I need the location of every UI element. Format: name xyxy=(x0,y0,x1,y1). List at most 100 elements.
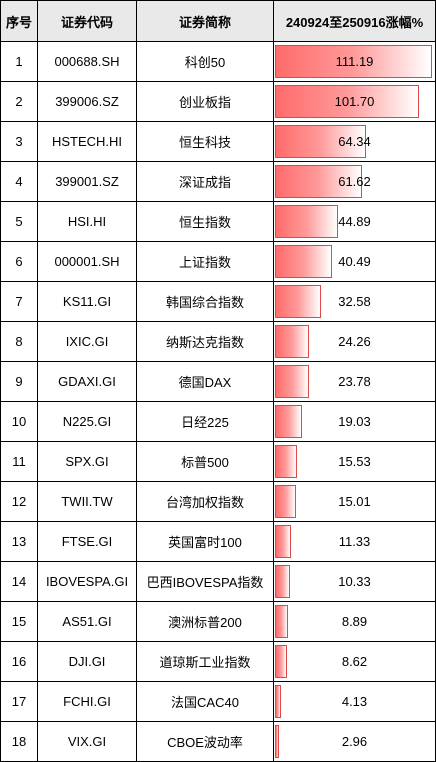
cell-name: 日经225 xyxy=(136,401,274,442)
cell-change: 101.70 xyxy=(273,81,436,122)
change-value: 4.13 xyxy=(341,694,368,709)
change-value: 64.34 xyxy=(338,134,371,149)
table-row: 16 DJI.GI 道琼斯工业指数 8.62 xyxy=(0,641,436,682)
table-row: 17 FCHI.GI 法国CAC40 4.13 xyxy=(0,681,436,722)
header-code: 证券代码 xyxy=(37,0,137,42)
cell-index: 7 xyxy=(0,281,38,322)
cell-index: 18 xyxy=(0,721,38,762)
change-bar xyxy=(275,245,332,278)
cell-code: HSI.HI xyxy=(37,201,137,242)
cell-change: 61.62 xyxy=(273,161,436,202)
cell-index: 16 xyxy=(0,641,38,682)
cell-code: HSTECH.HI xyxy=(37,121,137,162)
cell-name: 恒生科技 xyxy=(136,121,274,162)
cell-code: GDAXI.GI xyxy=(37,361,137,402)
cell-code: 399001.SZ xyxy=(37,161,137,202)
header-row: 序号 证券代码 证券简称 240924至250916涨幅% xyxy=(0,0,436,42)
table-row: 12 TWII.TW 台湾加权指数 15.01 xyxy=(0,481,436,522)
change-value: 44.89 xyxy=(338,214,371,229)
change-value: 32.58 xyxy=(338,294,371,309)
table-row: 15 AS51.GI 澳洲标普200 8.89 xyxy=(0,601,436,642)
cell-index: 8 xyxy=(0,321,38,362)
cell-name: 深证成指 xyxy=(136,161,274,202)
change-value: 8.89 xyxy=(341,614,368,629)
cell-code: IXIC.GI xyxy=(37,321,137,362)
change-bar xyxy=(275,45,432,78)
cell-name: 标普500 xyxy=(136,441,274,482)
change-value: 24.26 xyxy=(338,334,371,349)
header-index: 序号 xyxy=(0,0,38,42)
change-bar xyxy=(275,605,288,638)
cell-code: VIX.GI xyxy=(37,721,137,762)
cell-index: 9 xyxy=(0,361,38,402)
cell-code: FTSE.GI xyxy=(37,521,137,562)
cell-code: FCHI.GI xyxy=(37,681,137,722)
table-row: 2 399006.SZ 创业板指 101.70 xyxy=(0,81,436,122)
cell-name: 道琼斯工业指数 xyxy=(136,641,274,682)
change-bar xyxy=(275,85,419,118)
cell-change: 40.49 xyxy=(273,241,436,282)
cell-change: 2.96 xyxy=(273,721,436,762)
cell-index: 15 xyxy=(0,601,38,642)
header-change: 240924至250916涨幅% xyxy=(273,0,436,42)
change-bar xyxy=(275,485,296,518)
table-row: 1 000688.SH 科创50 111.19 xyxy=(0,41,436,82)
cell-name: 法国CAC40 xyxy=(136,681,274,722)
header-name: 证券简称 xyxy=(136,0,274,42)
cell-code: 000001.SH xyxy=(37,241,137,282)
cell-name: 澳洲标普200 xyxy=(136,601,274,642)
cell-name: 科创50 xyxy=(136,41,274,82)
cell-code: IBOVESPA.GI xyxy=(37,561,137,602)
change-bar xyxy=(275,525,291,558)
change-value: 19.03 xyxy=(338,414,371,429)
cell-change: 23.78 xyxy=(273,361,436,402)
cell-index: 12 xyxy=(0,481,38,522)
cell-code: AS51.GI xyxy=(37,601,137,642)
cell-change: 11.33 xyxy=(273,521,436,562)
change-bar xyxy=(275,205,338,238)
cell-index: 10 xyxy=(0,401,38,442)
change-value: 23.78 xyxy=(338,374,371,389)
table-body: 1 000688.SH 科创50 111.19 2 399006.SZ 创业板指 101.70… xyxy=(0,41,436,762)
cell-change: 8.89 xyxy=(273,601,436,642)
table-row: 8 IXIC.GI 纳斯达克指数 24.26 xyxy=(0,321,436,362)
change-bar xyxy=(275,685,281,718)
cell-code: 000688.SH xyxy=(37,41,137,82)
cell-code: N225.GI xyxy=(37,401,137,442)
cell-name: 上证指数 xyxy=(136,241,274,282)
cell-change: 32.58 xyxy=(273,281,436,322)
cell-name: 台湾加权指数 xyxy=(136,481,274,522)
table-row: 3 HSTECH.HI 恒生科技 64.34 xyxy=(0,121,436,162)
change-bar xyxy=(275,285,321,318)
change-value: 61.62 xyxy=(338,174,371,189)
cell-index: 13 xyxy=(0,521,38,562)
cell-index: 2 xyxy=(0,81,38,122)
cell-change: 15.53 xyxy=(273,441,436,482)
table-row: 6 000001.SH 上证指数 40.49 xyxy=(0,241,436,282)
cell-code: 399006.SZ xyxy=(37,81,137,122)
table-row: 7 KS11.GI 韩国综合指数 32.58 xyxy=(0,281,436,322)
change-value: 10.33 xyxy=(338,574,371,589)
cell-index: 6 xyxy=(0,241,38,282)
change-bar xyxy=(275,645,287,678)
table-row: 5 HSI.HI 恒生指数 44.89 xyxy=(0,201,436,242)
cell-name: 英国富时100 xyxy=(136,521,274,562)
cell-change: 44.89 xyxy=(273,201,436,242)
cell-change: 19.03 xyxy=(273,401,436,442)
cell-index: 1 xyxy=(0,41,38,82)
cell-name: 恒生指数 xyxy=(136,201,274,242)
cell-change: 10.33 xyxy=(273,561,436,602)
cell-change: 4.13 xyxy=(273,681,436,722)
change-value: 101.70 xyxy=(334,94,375,109)
table-header: 序号 证券代码 证券简称 240924至250916涨幅% xyxy=(0,0,436,42)
change-bar xyxy=(275,445,297,478)
change-bar xyxy=(275,365,309,398)
change-value: 15.01 xyxy=(338,494,371,509)
change-value: 15.53 xyxy=(338,454,371,469)
cell-name: 创业板指 xyxy=(136,81,274,122)
cell-code: TWII.TW xyxy=(37,481,137,522)
cell-code: KS11.GI xyxy=(37,281,137,322)
table-row: 10 N225.GI 日经225 19.03 xyxy=(0,401,436,442)
cell-name: 巴西IBOVESPA指数 xyxy=(136,561,274,602)
